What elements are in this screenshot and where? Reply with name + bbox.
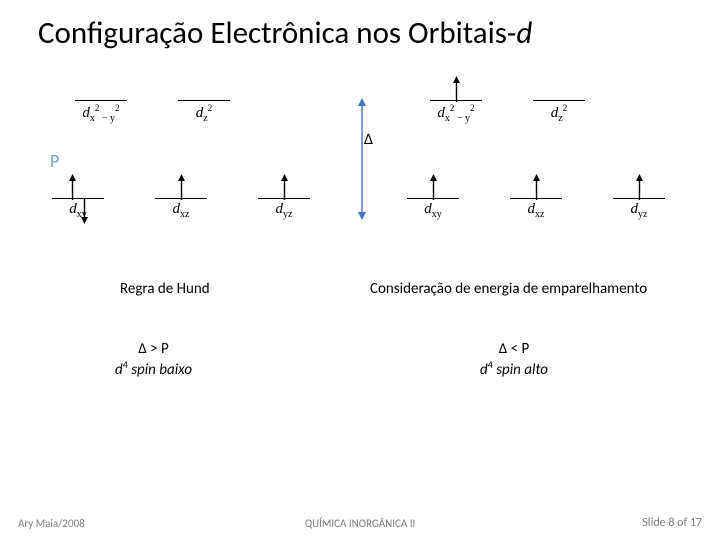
orbital-label: dxz — [155, 201, 207, 220]
orbital-level: dx2 − y2 — [430, 100, 482, 124]
orbital-label: dyz — [258, 201, 310, 220]
orbital-label: dz2 — [533, 103, 585, 124]
title-text: Configuração Electrônica nos Orbitais- — [38, 14, 516, 52]
delta-arrow — [356, 98, 368, 225]
orbital-level: dz2 — [178, 100, 230, 124]
orbital-level: dxy — [407, 198, 459, 220]
orbital-label: dx2 − y2 — [75, 103, 127, 124]
orbital-level: dxy — [52, 198, 104, 220]
orbital-level: dyz — [613, 198, 665, 220]
orbital-bar — [75, 100, 127, 101]
orbital-level: dz2 — [533, 100, 585, 124]
footer-course: QUÍMICA INORGÂNICA II — [0, 517, 720, 530]
orbital-bar — [510, 198, 562, 199]
orbital-label: dyz — [613, 201, 665, 220]
slide: Configuração Electrônica nos Orbitais-d … — [0, 0, 720, 540]
orbital-level: dxz — [155, 198, 207, 220]
orbital-bar — [430, 100, 482, 101]
orbital-level: dx2 − y2 — [75, 100, 127, 124]
delta-label: ∆ — [364, 130, 373, 149]
title-ital: d — [516, 14, 532, 52]
caption-hund: Regra de Hund — [120, 280, 210, 298]
orbital-label: dxy — [52, 201, 104, 220]
orbital-label: dz2 — [178, 103, 230, 124]
orbital-label: dxz — [510, 201, 562, 220]
orbital-level: dxz — [510, 198, 562, 220]
caption-pairing: Consideração de energia de emparelhament… — [370, 280, 647, 298]
orbital-bar — [155, 198, 207, 199]
orbital-bar — [178, 100, 230, 101]
orbital-bar — [407, 198, 459, 199]
caption-high-spin: ∆ < P d4 spin alto — [480, 340, 548, 379]
page-title: Configuração Electrônica nos Orbitais-d — [38, 14, 532, 52]
caption-low-spin: ∆ > P d4 spin baixo — [115, 340, 192, 379]
orbital-bar — [258, 198, 310, 199]
p-label: P — [50, 150, 59, 172]
orbital-bar — [533, 100, 585, 101]
orbital-label: dx2 − y2 — [430, 103, 482, 124]
orbital-bar — [52, 198, 104, 199]
footer-page: Slide 8 of 17 — [642, 516, 702, 530]
orbital-level: dyz — [258, 198, 310, 220]
orbital-bar — [613, 198, 665, 199]
orbital-label: dxy — [407, 201, 459, 220]
